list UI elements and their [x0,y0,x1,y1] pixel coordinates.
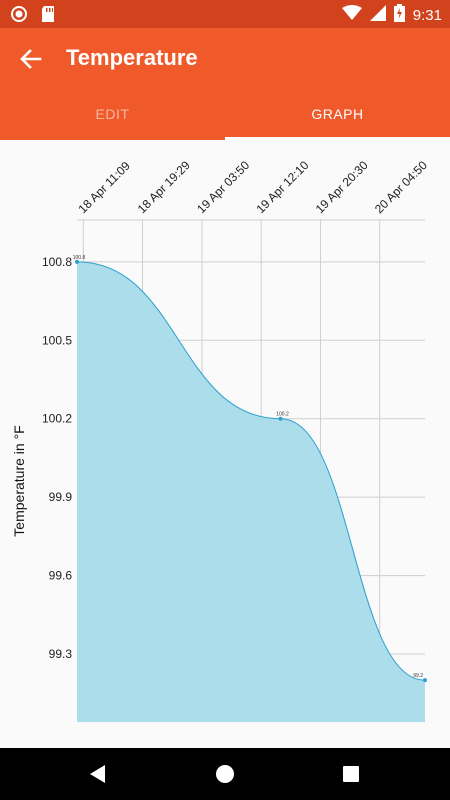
recents-square-icon [343,766,359,782]
data-point [75,259,79,264]
data-point [423,678,427,683]
area-fill [77,261,425,722]
chart-area: 18 Apr 11:09 18 Apr 19:29 19 Apr 03:50 19 A… [0,140,450,748]
y-tick-label: 99.9 [49,490,73,504]
y-tick-label: 100.5 [42,333,72,347]
data-point [278,416,283,421]
x-tick-label: 19 Apr 12:10 [253,158,311,216]
x-tick-label: 18 Apr 19:29 [135,158,193,216]
data-label: 100.8 [73,255,86,261]
x-tick-label: 20 Apr 04:50 [372,158,430,216]
temperature-chart[interactable]: 18 Apr 11:09 18 Apr 19:29 19 Apr 03:50 19 A… [0,140,450,748]
y-tick-label: 100.2 [42,412,72,426]
data-label: 100.2 [276,412,289,418]
signal-icon [369,5,386,25]
back-button[interactable] [14,42,48,76]
data-label: 99.2 [413,673,423,679]
back-triangle-icon [90,765,105,783]
status-bar: 9:31 [0,0,450,28]
y-tick-label: 99.6 [49,569,73,583]
tab-bar: EDIT GRAPH [0,92,450,140]
tab-indicator [225,137,450,140]
tab-graph[interactable]: GRAPH [311,106,364,122]
tab-edit[interactable]: EDIT [95,106,130,122]
navigation-bar [0,748,450,800]
nav-back-button[interactable] [87,762,111,786]
arrow-back-icon [20,49,42,69]
app-bar: Temperature EDIT GRAPH [0,28,450,140]
x-tick-label: 18 Apr 11:09 [76,158,134,216]
x-tick-label: 19 Apr 03:50 [194,158,252,216]
wifi-icon [341,5,362,25]
x-tick-label: 19 Apr 20:30 [313,158,371,216]
sd-card-icon [40,5,56,28]
page-title: Temperature [66,45,198,70]
nav-home-button[interactable] [213,762,237,786]
y-tick-label: 99.3 [49,647,73,661]
battery-charging-icon [393,4,405,26]
record-icon [10,5,28,28]
y-tick-label: 100.8 [42,255,72,269]
home-circle-icon [216,765,234,783]
clock-time: 9:31 [412,6,442,24]
y-axis-title: Temperature in °F [11,425,27,536]
nav-recents-button[interactable] [339,762,363,786]
